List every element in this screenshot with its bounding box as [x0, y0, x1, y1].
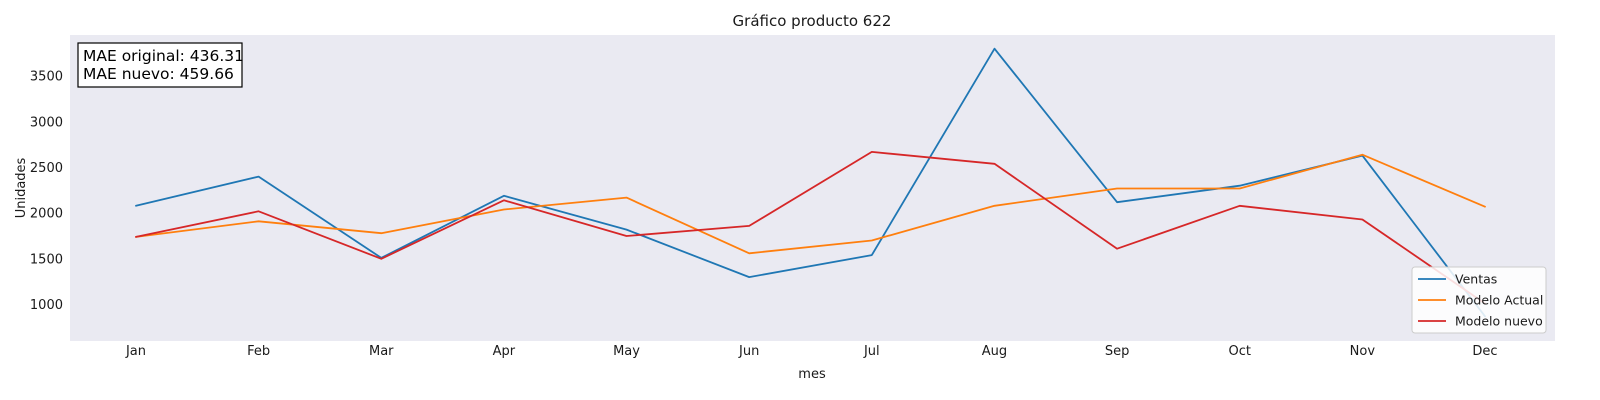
x-axis-label: mes — [798, 367, 826, 382]
x-axis: Jan Feb Mar Apr May Jun Jul Aug Sep Oct Nov Dec — [125, 344, 1498, 359]
legend-label: Ventas — [1455, 272, 1497, 287]
x-tick-label: Jan — [125, 344, 146, 359]
x-tick-label: Aug — [982, 344, 1007, 359]
x-tick-label: Mar — [369, 344, 394, 359]
x-tick-label: Oct — [1228, 344, 1250, 359]
y-axis-label: Unidades — [14, 157, 29, 218]
y-tick-label: 3000 — [30, 115, 63, 130]
x-tick-label: Jun — [738, 344, 759, 359]
x-tick-label: May — [613, 344, 640, 359]
y-axis: 1000 1500 2000 2500 3000 3500 — [30, 70, 63, 313]
mae-annotation: MAE original: 436.31 MAE nuevo: 459.66 — [77, 42, 244, 88]
x-tick-label: Apr — [493, 344, 516, 359]
legend-label: Modelo Actual — [1455, 293, 1543, 308]
annotation-line-1: MAE original: 436.31 — [83, 47, 244, 65]
series-line-2 — [135, 153, 1486, 255]
y-tick-label: 2500 — [30, 161, 63, 176]
x-tick-label: Dec — [1472, 344, 1497, 359]
series-lines — [135, 47, 1486, 318]
legend: Ventas Modelo Actual Modelo nuevo — [1411, 266, 1547, 334]
x-tick-label: Feb — [247, 344, 270, 359]
y-tick-label: 1000 — [30, 298, 63, 313]
y-tick-label: 2000 — [30, 207, 63, 222]
annotation-line-2: MAE nuevo: 459.66 — [83, 65, 234, 83]
series-line-3 — [135, 150, 1486, 305]
chart-title: Gráfico producto 622 — [733, 12, 892, 30]
x-tick-label: Sep — [1105, 344, 1130, 359]
series-line-1 — [135, 47, 1486, 318]
x-tick-label: Nov — [1350, 344, 1376, 359]
y-tick-label: 3500 — [30, 70, 63, 85]
x-tick-label: Jul — [863, 344, 880, 359]
y-tick-label: 1500 — [30, 252, 63, 267]
annotation-box — [77, 42, 243, 88]
legend-label: Modelo nuevo — [1455, 314, 1543, 329]
legend-box — [1411, 266, 1547, 334]
